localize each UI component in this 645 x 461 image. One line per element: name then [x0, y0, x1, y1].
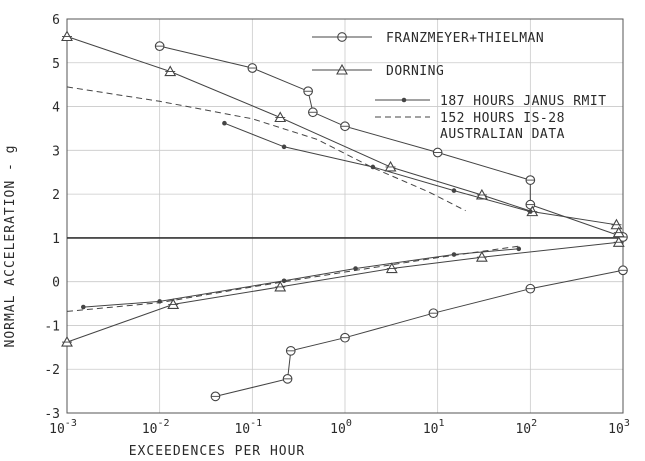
data-point-triangle [274, 111, 287, 123]
legend-label: 152 HOURS IS-28 AUSTRALIAN DATA [440, 111, 565, 142]
series-1 [154, 41, 628, 402]
data-point-triangle [612, 236, 625, 247]
data-point-dot [528, 209, 533, 214]
x-tick-label: 10-2 [142, 418, 170, 437]
series-line [83, 248, 519, 308]
x-tick-label: 102 [515, 418, 537, 437]
data-point-dot [516, 246, 522, 252]
plot-border [66, 18, 624, 414]
data-point-dot [451, 188, 457, 193]
plot-frame [66, 18, 624, 414]
y-axis-title: NORMAL ACCELERATION - g [3, 144, 18, 347]
data-point-triangle [610, 218, 623, 230]
series-3 [81, 120, 533, 310]
data-point-triangle [61, 30, 73, 42]
legend-label: DORNING [386, 64, 444, 79]
x-tick-label: 101 [423, 418, 445, 437]
data-point-triangle [475, 251, 488, 262]
x-axis-title: EXCEEDENCES PER HOUR [129, 444, 306, 459]
data-point-triangle [336, 63, 348, 75]
data-point-triangle [164, 65, 177, 77]
data-point-triangle [385, 262, 398, 274]
x-tick-label: 10-3 [49, 418, 77, 437]
data-point-dot [451, 252, 457, 257]
legend: FRANZMEYER+THIELMAN DORNING 187 HOURS JANU… [312, 31, 607, 142]
series-line [66, 86, 466, 212]
y-axis-ticks: -3 -2 -1 0 1 2 3 4 5 6 [44, 13, 60, 422]
data-point-dot [281, 144, 287, 150]
x-tick-label: 103 [608, 418, 630, 437]
series-line [66, 241, 619, 343]
grid [66, 18, 624, 414]
y-tick-label: 5 [52, 57, 60, 72]
y-tick-label: 4 [52, 101, 60, 116]
y-tick-label: 6 [52, 13, 60, 28]
y-tick-label: 1 [52, 232, 60, 247]
y-tick-label: -2 [44, 363, 60, 378]
data-point-triangle [274, 280, 287, 292]
x-axis-ticks: 10-3 10-2 10-1 100 101 102 103 [49, 418, 630, 437]
data-point-dot [81, 304, 86, 310]
x-tick-label: 100 [330, 418, 352, 437]
series-layer [61, 30, 628, 402]
series-line [66, 36, 620, 233]
x-tick-label: 10-1 [234, 418, 262, 437]
y-tick-label: -3 [44, 407, 60, 422]
data-point-triangle [384, 160, 397, 172]
data-point-dot [370, 164, 376, 170]
data-point-dot [401, 97, 407, 103]
legend-label: FRANZMEYER+THIELMAN [386, 31, 544, 46]
data-point-triangle [167, 298, 180, 309]
series-line [66, 245, 522, 312]
y-tick-label: 2 [52, 188, 60, 203]
data-point-dot [222, 120, 227, 126]
y-tick-label: 0 [52, 276, 60, 291]
series-2 [61, 30, 625, 347]
data-point-triangle [61, 335, 73, 347]
series-4 [66, 86, 522, 312]
data-point-triangle [475, 188, 488, 200]
y-tick-label: -1 [44, 319, 60, 334]
data-point-dot [281, 278, 287, 284]
y-tick-label: 3 [52, 144, 60, 159]
legend-label: 187 HOURS JANUS RMIT [440, 94, 607, 109]
